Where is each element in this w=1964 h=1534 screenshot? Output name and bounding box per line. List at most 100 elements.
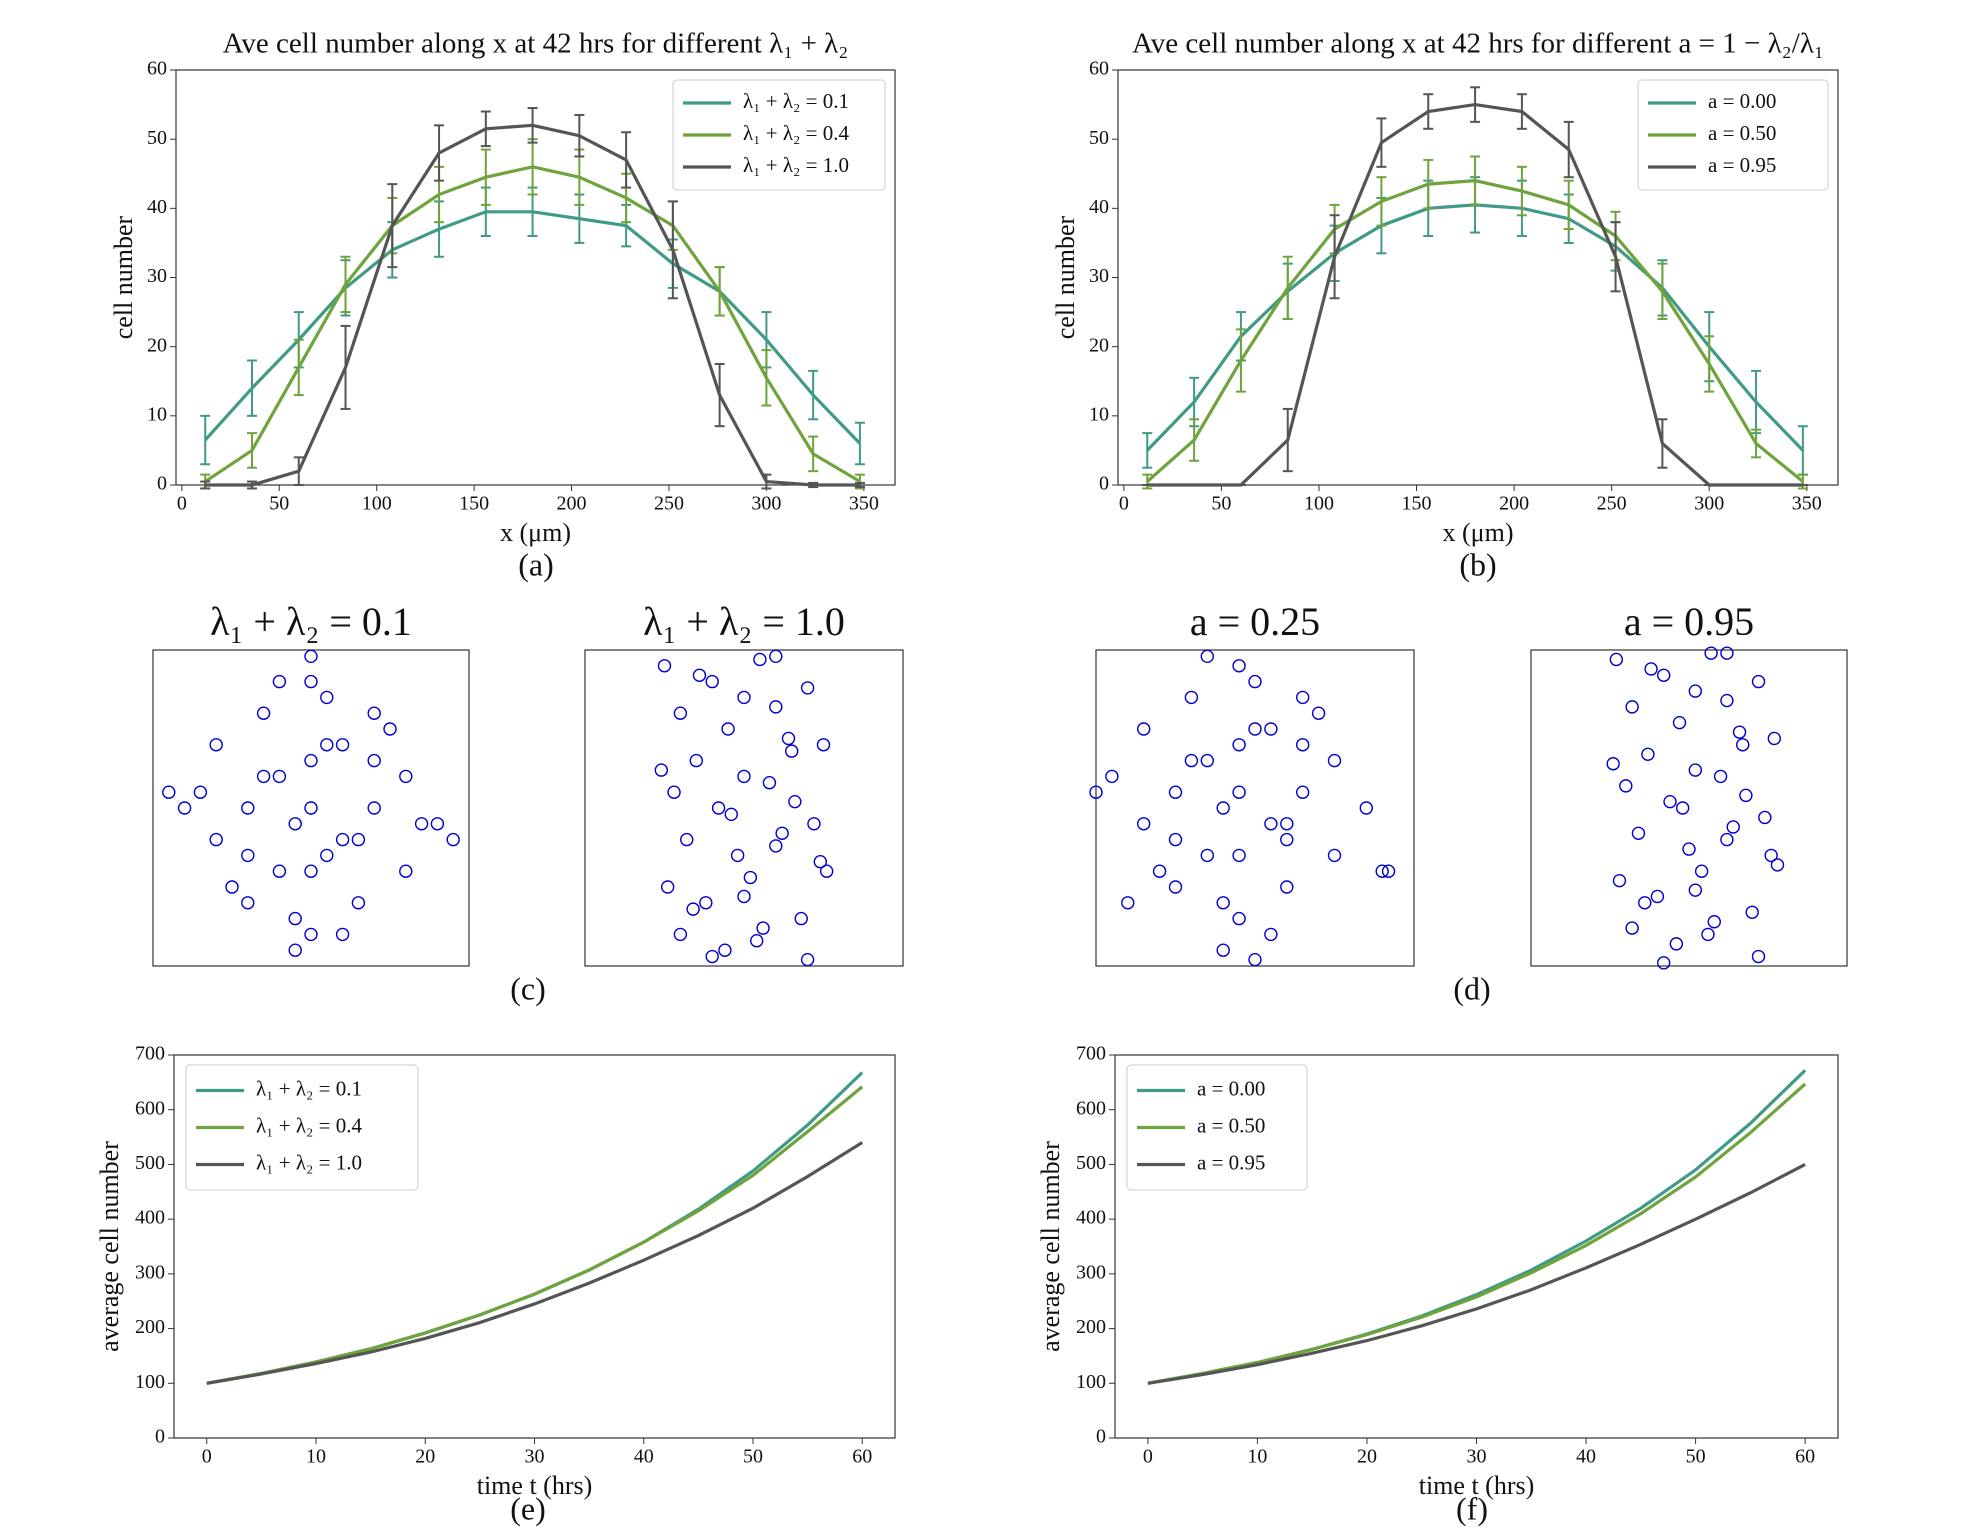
y-tick-label: 60: [1089, 58, 1109, 80]
x-tick-label: 50: [1211, 493, 1231, 515]
error-bar: [434, 124, 445, 182]
data-line: [206, 1085, 864, 1385]
cell: [304, 753, 318, 768]
cell: [1672, 715, 1687, 730]
data-line: [206, 1141, 864, 1385]
cell: [1609, 652, 1624, 667]
error-bar: [1189, 418, 1200, 462]
cell: [1767, 731, 1782, 746]
chart-title: λ₁ + λ₂ = 1.0: [643, 599, 845, 644]
cell: [335, 738, 350, 752]
cell: [1619, 779, 1633, 793]
error-bar: [1142, 432, 1153, 469]
cell: [1264, 927, 1278, 942]
x-axis-label: time t (hrs): [1419, 1471, 1535, 1500]
error-bar: [293, 338, 304, 397]
cell: [1295, 785, 1310, 799]
y-tick-label: 100: [135, 1371, 165, 1393]
error-bar: [1657, 418, 1668, 469]
cell: [1606, 757, 1620, 771]
error-bar: [1282, 255, 1293, 320]
cell: [1641, 747, 1655, 761]
cell: [1232, 848, 1246, 863]
cell: [1311, 706, 1326, 720]
error-bar: [808, 435, 819, 473]
error-bar: [1704, 335, 1715, 393]
x-tick-label: 0: [1119, 493, 1129, 515]
cell: [304, 801, 318, 815]
x-tick-label: 50: [269, 493, 289, 515]
y-tick-label: 50: [147, 127, 167, 149]
legend-label: λ₁ + λ₂ = 0.1: [743, 89, 849, 113]
cell: [1688, 763, 1703, 777]
cell: [1200, 649, 1215, 664]
y-tick-label: 50: [1089, 127, 1109, 149]
y-tick-label: 300: [135, 1261, 165, 1283]
cell: [1168, 832, 1183, 847]
cell: [769, 839, 783, 853]
cell: [1669, 937, 1684, 951]
y-tick-label: 0: [157, 473, 167, 495]
cell: [399, 769, 413, 784]
cell: [1625, 700, 1639, 714]
cell: [1694, 864, 1709, 878]
cell: [1232, 785, 1246, 799]
error-bar: [293, 456, 304, 486]
cell: [256, 769, 271, 784]
x-tick-label: 300: [1694, 493, 1724, 515]
chart-title: a = 0.25: [1190, 599, 1320, 644]
y-tick-label: 0: [1099, 473, 1109, 495]
cell: [1688, 684, 1703, 698]
error-bar: [246, 432, 257, 469]
error-bar: [854, 481, 865, 489]
cell: [1280, 880, 1294, 894]
legend-box: [185, 1064, 419, 1191]
y-tick-label: 700: [1076, 1043, 1106, 1065]
error-bar: [387, 183, 398, 269]
cell: [1657, 668, 1671, 682]
cell: [1675, 801, 1690, 815]
error-bar: [574, 113, 585, 158]
cell: [367, 753, 381, 768]
cell: [1751, 674, 1766, 689]
data-line: [1147, 1163, 1806, 1385]
y-tick-label: 20: [1089, 334, 1109, 356]
cell: [272, 864, 287, 878]
cell: [1264, 722, 1278, 736]
cell: [1136, 817, 1151, 831]
x-tick-label: 200: [557, 493, 587, 515]
cell: [1295, 690, 1310, 705]
cell: [692, 668, 707, 682]
cell: [304, 674, 318, 689]
cell: [1136, 722, 1151, 736]
error-bar: [714, 266, 725, 317]
cell: [320, 848, 334, 863]
error-bar: [340, 255, 351, 314]
x-tick-label: 50: [743, 1446, 763, 1468]
y-tick-label: 700: [135, 1043, 165, 1065]
cell: [737, 769, 751, 784]
cell: [1295, 738, 1310, 752]
cell: [430, 817, 445, 831]
cell: [785, 744, 799, 758]
cell: [1200, 848, 1215, 863]
cell: [1720, 693, 1734, 708]
x-tick-label: 30: [1467, 1446, 1487, 1468]
cell: [1736, 738, 1750, 752]
y-tick-label: 400: [135, 1207, 165, 1229]
cell: [1638, 896, 1652, 910]
legend-label: a = 0.00: [1197, 1076, 1265, 1100]
cell: [1359, 801, 1374, 815]
cell: [351, 896, 366, 910]
cell: [367, 706, 381, 720]
x-tick-label: 250: [1597, 493, 1627, 515]
error-bar: [714, 362, 725, 428]
y-tick-label: 0: [155, 1426, 165, 1448]
cell: [769, 700, 783, 714]
cell: [1704, 646, 1718, 660]
cell: [241, 848, 255, 863]
data-line: [1146, 203, 1805, 452]
y-axis-label: average cell number: [95, 1141, 124, 1352]
cell: [193, 785, 208, 799]
